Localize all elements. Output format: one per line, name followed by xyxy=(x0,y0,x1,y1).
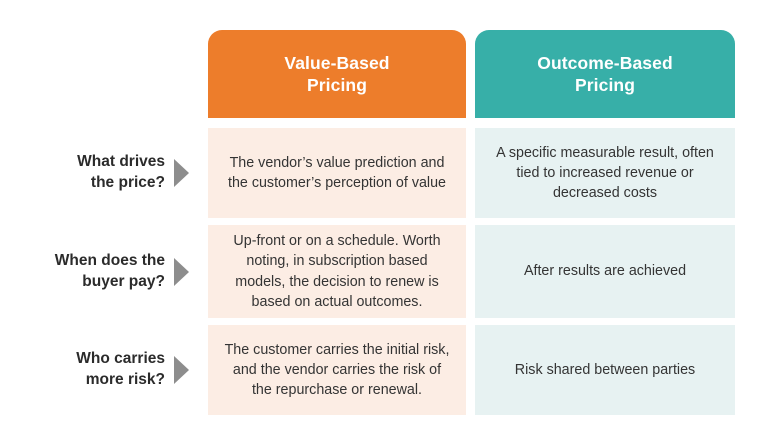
cell-value-based-who-carries-more-risk: The customer carries the initial risk, a… xyxy=(208,325,466,415)
cell-value-based-when-does-the-buyer-pay: Up-front or on a schedule. Worth noting,… xyxy=(208,225,466,318)
column-header-outcome-based: Outcome-Based Pricing xyxy=(475,30,735,118)
column-header-value-based-line1: Value-Based xyxy=(284,52,390,73)
cell-text: A specific measurable result, often tied… xyxy=(496,144,714,202)
table-row: What drives the price? The vendor’s valu… xyxy=(0,128,768,218)
row-label-who-carries-more-risk: Who carries more risk? xyxy=(10,325,165,415)
cell-outcome-based-what-drives-the-price: A specific measurable result, often tied… xyxy=(475,128,735,218)
cell-value-based-what-drives-the-price: The vendor’s value prediction and the cu… xyxy=(208,128,466,218)
row-label-when-does-the-buyer-pay: When does the buyer pay? xyxy=(10,225,165,318)
column-header-outcome-based-line1: Outcome-Based xyxy=(537,52,673,73)
cell-text: Risk shared between parties xyxy=(514,361,696,378)
table-row: Who carries more risk? The customer carr… xyxy=(0,325,768,415)
triangle-right-icon xyxy=(174,356,189,384)
row-label-line1: What drives xyxy=(77,153,165,171)
column-header-value-based: Value-Based Pricing xyxy=(208,30,466,118)
cell-text: The customer carries the initial risk, a… xyxy=(224,341,450,399)
cell-text: After results are achieved xyxy=(523,263,687,280)
column-header-outcome-based-label: Outcome-Based Pricing xyxy=(537,52,673,97)
cell-text: Up-front or on a schedule. Worth noting,… xyxy=(233,232,441,310)
triangle-right-icon xyxy=(174,257,189,286)
row-label-line2: buyer pay? xyxy=(82,272,165,290)
table-header-row: Value-Based Pricing Outcome-Based Pricin… xyxy=(0,30,768,118)
cell-outcome-based-when-does-the-buyer-pay: After results are achieved xyxy=(475,225,735,318)
cell-text: The vendor’s value prediction and the cu… xyxy=(227,154,447,191)
table-row: When does the buyer pay? Up-front or on … xyxy=(0,225,768,318)
column-header-value-based-label: Value-Based Pricing xyxy=(284,52,389,97)
column-header-value-based-line2: Pricing xyxy=(306,75,368,95)
column-header-outcome-based-line2: Pricing xyxy=(574,75,636,95)
row-label-line1: Who carries xyxy=(76,350,165,368)
row-label-line2: more risk? xyxy=(85,371,165,388)
cell-outcome-based-who-carries-more-risk: Risk shared between parties xyxy=(475,325,735,415)
row-label-what-drives-the-price: What drives the price? xyxy=(10,128,165,218)
triangle-right-icon xyxy=(174,159,189,187)
row-label-line2: the price? xyxy=(90,174,165,191)
row-label-line1: When does the xyxy=(54,251,165,269)
